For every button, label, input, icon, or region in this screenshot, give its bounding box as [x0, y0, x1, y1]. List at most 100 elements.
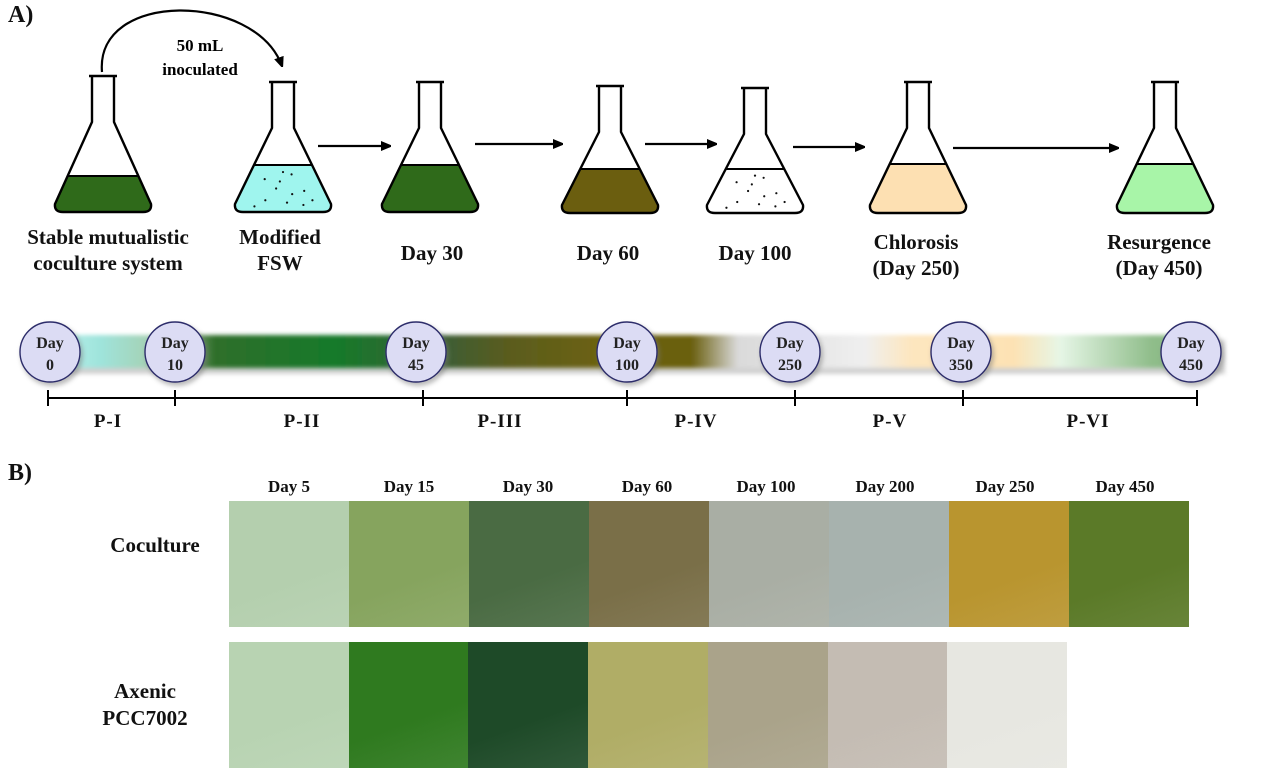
day-circle-1: Day 10 — [144, 321, 208, 386]
flask-caption-0-line1: Stable mutualistic — [27, 225, 189, 249]
flask-6 — [1115, 80, 1215, 215]
col-head-day-100: Day 100 — [736, 477, 796, 496]
day-circle-disc — [385, 321, 447, 383]
flask-caption-2-line1: Day 30 — [400, 241, 464, 265]
speckle — [275, 187, 278, 190]
flask-0 — [53, 74, 153, 214]
axenic-swatch-4 — [707, 642, 828, 768]
flask-caption-1: Modified FSW — [210, 224, 350, 277]
day-circle-value: 45 — [408, 357, 424, 374]
phase-label-5: P-VI — [1066, 411, 1109, 432]
speckle — [753, 174, 757, 177]
speckle — [750, 183, 753, 186]
speckle — [762, 176, 765, 179]
panel-a-label: A) — [8, 2, 34, 28]
day-circle-value: 450 — [1179, 357, 1203, 374]
flask-liquid-6 — [1116, 164, 1214, 213]
row-label-coculture-line1: Coculture — [110, 533, 200, 557]
phase-label-4: P-V — [873, 411, 908, 432]
flask-caption-5-line2: (Day 250) — [872, 256, 960, 281]
day-circle-disc — [19, 321, 81, 383]
flask-caption-4-line1: Day 100 — [718, 241, 792, 265]
row-label-axenic: Axenic PCC7002 — [60, 678, 230, 733]
flask-caption-5: Chlorosis (Day 250) — [846, 229, 986, 282]
phase-labels: P-I P-II P-III P-IV P-V P-VI — [94, 411, 1109, 432]
speckle — [281, 170, 285, 174]
day-circle-2: Day 45 — [385, 321, 449, 386]
speckle — [291, 193, 294, 196]
day-circle-disc — [930, 321, 992, 383]
speckle — [774, 205, 777, 208]
speckle — [735, 181, 738, 184]
speckle — [311, 199, 314, 202]
phase-ticks — [47, 390, 1198, 406]
day-circle-value: 350 — [949, 357, 973, 374]
col-head-day-15: Day 15 — [383, 477, 435, 496]
flask-outline-6 — [1115, 80, 1215, 215]
phase-label-0: P-I — [94, 411, 122, 432]
coculture-swatch-0 — [229, 501, 349, 627]
day-circle-top-label: Day — [36, 335, 64, 352]
day-circle-top-label: Day — [776, 335, 804, 352]
day-circle-value: 100 — [615, 357, 639, 374]
flask-outline-3 — [560, 84, 660, 215]
flask-liquid-1 — [234, 165, 332, 212]
coculture-swatch-2 — [469, 501, 589, 627]
axenic-swatch-row — [229, 642, 1068, 768]
coculture-swatch-7 — [1069, 501, 1189, 627]
axenic-swatch-6 — [947, 642, 1068, 768]
col-head-day-200: Day 200 — [855, 477, 915, 496]
flask-caption-6-line2: (Day 450) — [1115, 256, 1203, 281]
inoculation-label-2: inoculated — [162, 60, 238, 79]
day-circle-4: Day 250 — [759, 321, 823, 386]
flask-outline-0 — [53, 74, 153, 214]
flask-caption-1-line2: FSW — [257, 251, 303, 276]
speckle — [763, 195, 766, 198]
day-circle-6: Day 450 — [1160, 321, 1224, 386]
flask-liquid-2 — [381, 165, 479, 212]
speckle — [253, 205, 256, 208]
coculture-swatch-row — [229, 501, 1189, 627]
row-label-coculture: Coculture — [70, 532, 240, 559]
flasks-group — [53, 74, 1215, 215]
phase-label-2: P-III — [477, 411, 522, 432]
day-circle-value: 0 — [46, 357, 54, 374]
inoculation-label-1: 50 mL — [177, 36, 224, 55]
phase-label-1: P-II — [284, 411, 321, 432]
flask-caption-6: Resurgence (Day 450) — [1084, 229, 1234, 282]
col-head-day-60: Day 60 — [621, 477, 673, 496]
speckle — [725, 206, 728, 209]
speckle — [746, 189, 750, 193]
flask-1 — [233, 80, 333, 214]
flask-outline-1 — [233, 80, 333, 214]
coculture-swatch-5 — [829, 501, 949, 627]
flask-caption-0-line2: coculture system — [33, 251, 183, 276]
flask-2 — [380, 80, 480, 214]
day-circle-disc — [144, 321, 206, 383]
flask-caption-0: Stable mutualistic coculture system — [8, 224, 208, 277]
col-head-day-30: Day 30 — [502, 477, 554, 496]
flask-caption-4: Day 100 — [695, 240, 815, 266]
row-label-axenic-line2: PCC7002 — [102, 706, 188, 731]
day-circle-top-label: Day — [1177, 335, 1205, 352]
coculture-swatch-3 — [589, 501, 709, 627]
flask-3 — [560, 84, 660, 215]
inoculation-arrow — [100, 9, 282, 73]
day-circle-0: Day 0 — [19, 321, 83, 386]
flask-liquid-0 — [54, 176, 152, 212]
day-circle-value: 250 — [778, 357, 802, 374]
axenic-swatch-1 — [348, 642, 469, 768]
day-circle-top-label: Day — [402, 335, 430, 352]
flask-caption-1-line1: Modified — [239, 225, 321, 249]
axenic-swatch-0 — [229, 642, 349, 768]
flask-caption-3: Day 60 — [548, 240, 668, 266]
timeline-day-circles: Day 0 Day 10 Day 45 Day 100 Day 250 Day 350 Day 450 — [19, 321, 1224, 386]
axenic-swatch-2 — [468, 642, 589, 768]
flask-caption-5-line1: Chlorosis — [873, 230, 959, 254]
day-circle-disc — [759, 321, 821, 383]
speckle — [285, 201, 289, 204]
coculture-swatch-6 — [949, 501, 1069, 627]
speckle — [263, 178, 266, 181]
flask-caption-6-line1: Resurgence — [1107, 230, 1211, 254]
